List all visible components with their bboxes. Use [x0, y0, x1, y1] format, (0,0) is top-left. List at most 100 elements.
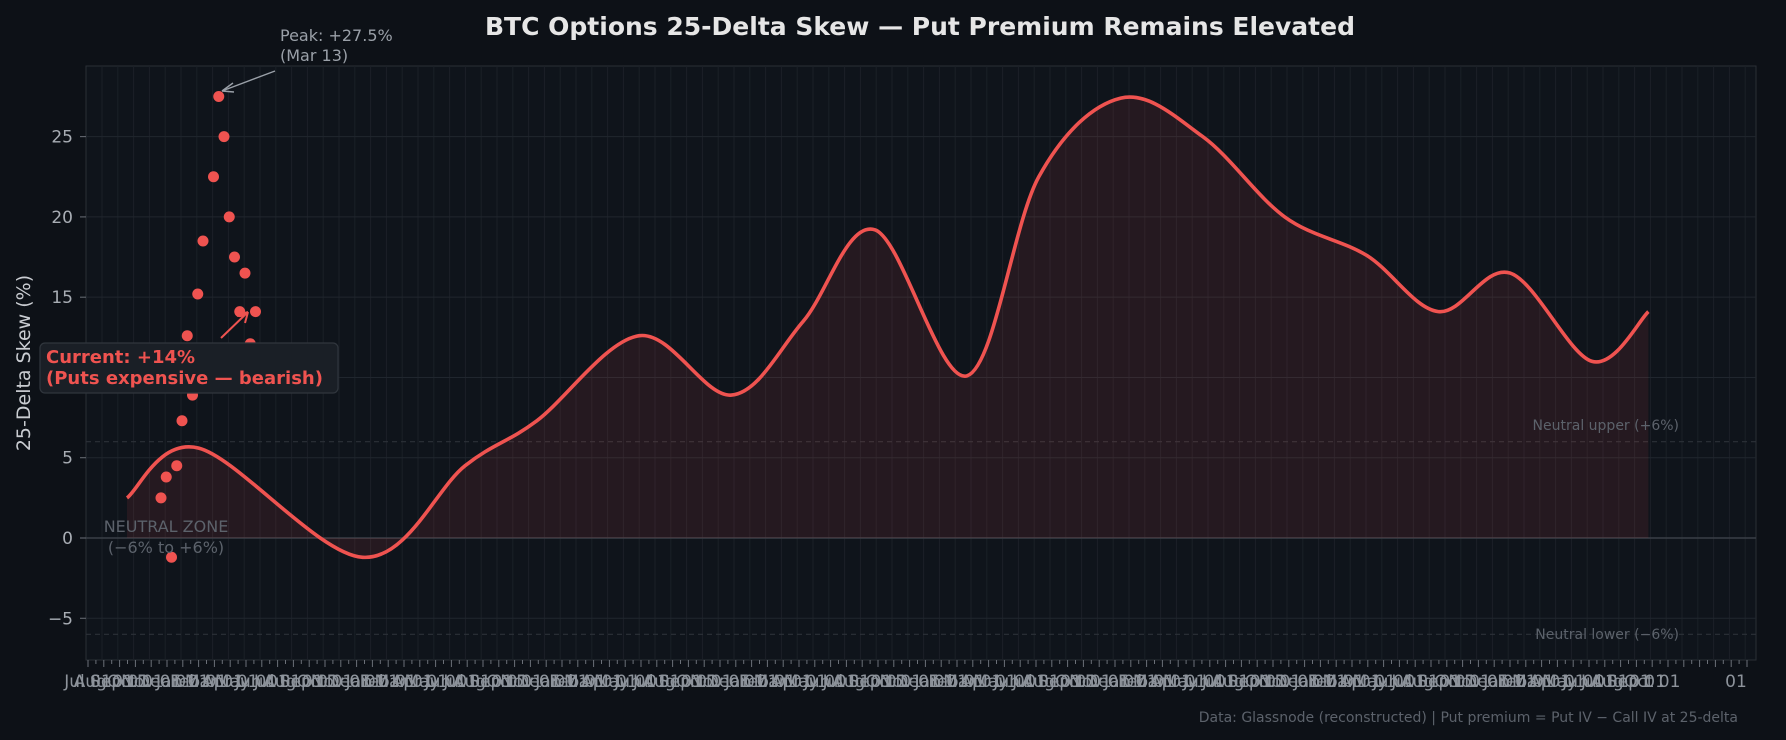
- skew-line: [125, 95, 1650, 560]
- x-tick-label: May 01: [973, 672, 1035, 692]
- scatter-point: [171, 460, 183, 472]
- x-tick-label: Sep 01: [848, 672, 907, 692]
- x-tick-label: Oct 01: [1245, 672, 1301, 692]
- x-tick-label: Aug 01: [1590, 672, 1650, 692]
- x-tick-label: Dec 01: [895, 672, 955, 692]
- x-tick-label: May 01: [405, 672, 467, 692]
- x-tick-label: Sep 01: [280, 672, 339, 692]
- scatter-point: [208, 171, 219, 183]
- x-tick-label: Apr 01: [771, 672, 827, 692]
- scatter-point: [197, 235, 209, 247]
- scatter-point: [166, 551, 177, 563]
- scatter-point: [181, 330, 193, 342]
- x-tick-label: Sep 01: [1417, 672, 1476, 692]
- y-tick-label: 15: [51, 288, 73, 308]
- x-tick-label: Feb 01: [1497, 672, 1554, 692]
- x-tick-label: Dec 01: [137, 672, 197, 692]
- x-tick-label: Jul 01: [253, 672, 302, 692]
- x-tick-label: Aug 01: [1022, 672, 1082, 692]
- scatter-point: [250, 306, 261, 318]
- x-tick-label: Oct 01: [866, 672, 922, 692]
- current-arrow-head: [236, 311, 249, 324]
- x-tick-label: Sep 01: [469, 672, 528, 692]
- x-tick-label: Mar 01: [1322, 672, 1381, 692]
- x-tick-label: Jun 01: [992, 672, 1047, 692]
- current-annotation-detail: (Puts expensive — bearish): [46, 368, 323, 389]
- scatter-point: [223, 211, 235, 223]
- x-tick-label: Feb 01: [549, 672, 606, 692]
- peak-arrow-head: [221, 82, 235, 93]
- x-tick-label: Mar 01: [185, 672, 244, 692]
- x-tick-label: Nov 01: [1069, 672, 1129, 692]
- skew-area-fill: [127, 97, 1649, 558]
- y-tick-label: −5: [48, 609, 73, 629]
- x-tick-label: Jan 01: [1482, 672, 1536, 692]
- x-tick-label: Apr 01: [392, 672, 448, 692]
- x-tick-label: Aug 01: [1211, 672, 1271, 692]
- x-tick-label: Jun 01: [613, 672, 668, 692]
- y-tick-label: 20: [51, 208, 73, 228]
- y-axis-label: 25-Delta Skew (%): [13, 275, 35, 451]
- x-tick-label: Sep 01: [1038, 672, 1097, 692]
- x-tick-label: 01: [1725, 672, 1747, 692]
- x-tick-label: May 01: [1353, 672, 1415, 692]
- current-annotation-box: [39, 342, 339, 394]
- x-tick-label: Mar 01: [1133, 672, 1192, 692]
- x-tick-label: Dec 01: [516, 672, 576, 692]
- x-tick-label: Jan 01: [345, 672, 399, 692]
- x-tick-label: Mar 01: [943, 672, 1002, 692]
- x-tick-label: Apr 01: [1340, 672, 1396, 692]
- x-tick-label: Nov 01: [121, 672, 181, 692]
- x-tick-label: Sep 01: [1228, 672, 1287, 692]
- neutral-upper-label: Neutral upper (+6%): [1533, 418, 1679, 434]
- x-tick-label: Jul 01: [63, 672, 112, 692]
- x-tick-label: Jun 01: [424, 672, 479, 692]
- x-tick-label: Jun 01: [1561, 672, 1616, 692]
- chart-title: BTC Options 25-Delta Skew — Put Premium …: [485, 12, 1355, 41]
- x-tick-label: Oct 01: [676, 672, 732, 692]
- plot-area: [85, 65, 1757, 661]
- x-tick-label: Apr 01: [1529, 672, 1585, 692]
- scatter-point: [218, 131, 230, 143]
- x-tick-label: Jun 01: [234, 672, 289, 692]
- x-tick-label: Nov 01: [879, 672, 939, 692]
- x-tick-label: May 01: [594, 672, 656, 692]
- x-tick-label: May 01: [1163, 672, 1225, 692]
- x-tick-label: Nov 01: [311, 672, 371, 692]
- x-tick-label: Jan 01: [155, 672, 209, 692]
- x-tick-label: Jul 01: [442, 672, 491, 692]
- skew-area: [125, 95, 1650, 560]
- current-annotation: Current: +14%: [46, 347, 195, 368]
- x-tick-label: May 01: [1542, 672, 1604, 692]
- x-tick-label: Jan 01: [1293, 672, 1347, 692]
- x-tick-label: Jan 01: [1103, 672, 1157, 692]
- x-tick-label: Oct 01: [297, 672, 353, 692]
- x-tick-label: Mar 01: [564, 672, 623, 692]
- y-tick-label: 5: [62, 449, 73, 469]
- x-tick-label: Jul 01: [1390, 672, 1439, 692]
- x-tick-label: Aug 01: [263, 672, 323, 692]
- x-tick-label: Aug 01: [74, 672, 134, 692]
- x-tick-label: Mar 01: [374, 672, 433, 692]
- x-tick-label: Nov 01: [1259, 672, 1319, 692]
- x-tick-label: Nov 01: [500, 672, 560, 692]
- y-tick-label: 0: [62, 529, 73, 549]
- x-tick-label: Jul 01: [1201, 672, 1250, 692]
- peak-arrow-line: [221, 70, 276, 92]
- x-tick-label: Jan 01: [534, 672, 588, 692]
- scatter-point: [155, 492, 167, 504]
- x-tick-label: Mar 01: [754, 672, 813, 692]
- scatter-point: [213, 91, 225, 103]
- footer-note: Data: Glassnode (reconstructed) | Put pr…: [1199, 710, 1738, 726]
- reference-lines: [86, 441, 1756, 635]
- neutral-lower-label: Neutral lower (−6%): [1535, 627, 1679, 643]
- x-tick-label: Aug 01: [1401, 672, 1461, 692]
- x-tick-label: Dec 01: [327, 672, 387, 692]
- y-tick-label: 25: [51, 128, 73, 148]
- peak-annotation-date: (Mar 13): [280, 46, 348, 65]
- x-tick-label: Jul 01: [632, 672, 681, 692]
- current-arrow-line: [220, 311, 249, 339]
- x-tick-label: Oct 01: [1624, 672, 1680, 692]
